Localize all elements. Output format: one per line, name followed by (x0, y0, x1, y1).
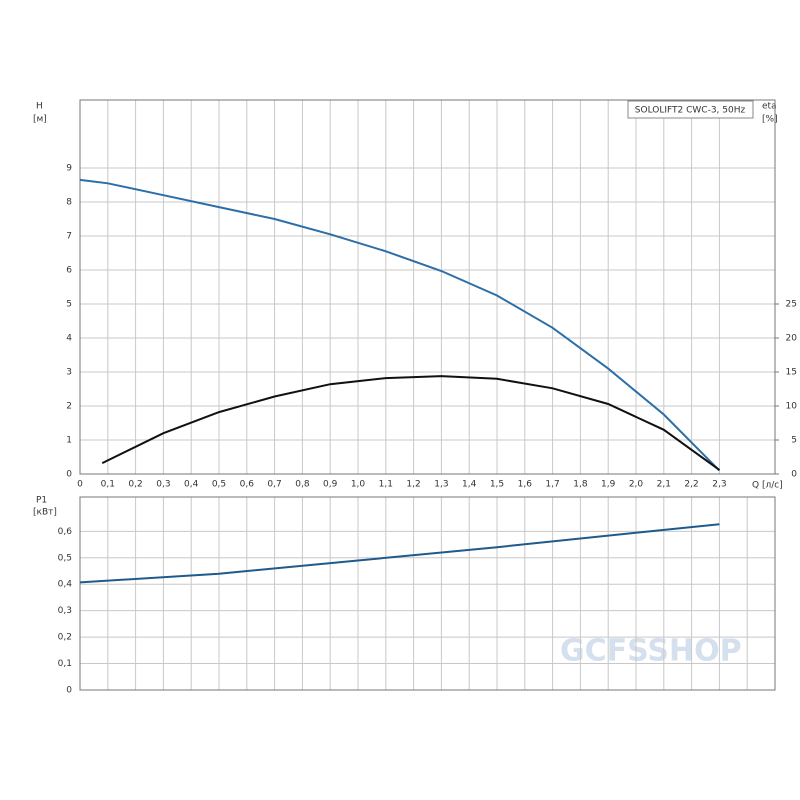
y2-tick-label: 10 (786, 402, 798, 412)
x-tick-label: 1,5 (490, 480, 504, 490)
h-axis-label: H (36, 102, 43, 112)
x-tick-label: 0,7 (267, 480, 281, 490)
x-tick-label: 1,7 (545, 480, 559, 490)
y2-tick-label: 20 (786, 334, 798, 344)
x-tick-label: 1,1 (379, 480, 393, 490)
x-tick-label: 0,2 (128, 480, 142, 490)
plot-frame (79, 99, 776, 475)
x-tick-label: 1,4 (462, 480, 477, 490)
p1-axis-label: P1 (36, 496, 47, 506)
x-tick-label: 0,8 (295, 480, 310, 490)
x-tick-label: 2,0 (629, 480, 644, 490)
x-tick-label: 1,0 (351, 480, 366, 490)
title-box (627, 100, 754, 119)
y-tick-label: 0,5 (58, 553, 72, 563)
x-tick-label: 0,5 (212, 480, 226, 490)
x-tick-label: 1,9 (601, 480, 616, 490)
x-tick-label: 0,3 (156, 480, 170, 490)
y-tick-label: 5 (66, 300, 72, 310)
eta-axis-unit: [%] (762, 115, 778, 125)
watermark: GCFSSHOP (560, 634, 742, 669)
y-tick-label: 2 (66, 402, 72, 412)
x-tick-label: 2,3 (712, 480, 726, 490)
x-tick-label: 2,2 (684, 480, 698, 490)
x-tick-label: 1,2 (406, 480, 420, 490)
y-tick-label: 0,6 (58, 527, 73, 537)
y-tick-label: 4 (66, 334, 72, 344)
chart-title: SOLOLIFT2 CWC-3, 50Hz (635, 106, 746, 116)
y-tick-label: 0,1 (58, 659, 72, 669)
x-tick-label: 1,3 (434, 480, 448, 490)
y-tick-label: 0 (66, 470, 72, 480)
y-tick-label: 0 (66, 686, 72, 696)
y2-tick-label: 5 (791, 436, 797, 446)
x-tick-label: 0 (77, 480, 83, 490)
curve (79, 523, 720, 584)
y-tick-label: 6 (66, 266, 72, 276)
curve (101, 375, 720, 471)
plot-frame (79, 496, 776, 691)
curve (79, 178, 721, 472)
q-axis-label: Q [л/с] (752, 481, 783, 491)
x-tick-label: 0,9 (323, 480, 338, 490)
h-axis-unit: [м] (33, 115, 47, 125)
y-tick-label: 8 (66, 198, 72, 208)
y-tick-label: 0,3 (58, 606, 72, 616)
y2-tick-label: 15 (786, 368, 797, 378)
y-tick-label: 7 (66, 232, 72, 242)
eta-axis-label: eta (762, 102, 777, 112)
y-tick-label: 3 (66, 368, 72, 378)
x-tick-label: 1,8 (573, 480, 588, 490)
y2-tick-label: 0 (791, 470, 797, 480)
y-tick-label: 0,4 (58, 580, 73, 590)
x-tick-label: 2,1 (657, 480, 671, 490)
x-tick-label: 1,6 (518, 480, 533, 490)
p1-axis-unit: [кВт] (33, 508, 57, 518)
x-tick-label: 0,1 (101, 480, 115, 490)
y-tick-label: 1 (66, 436, 72, 446)
y-tick-label: 0,2 (58, 633, 72, 643)
y2-tick-label: 25 (786, 300, 797, 310)
x-tick-label: 0,6 (240, 480, 255, 490)
x-tick-label: 0,4 (184, 480, 199, 490)
y-tick-label: 9 (66, 164, 72, 174)
